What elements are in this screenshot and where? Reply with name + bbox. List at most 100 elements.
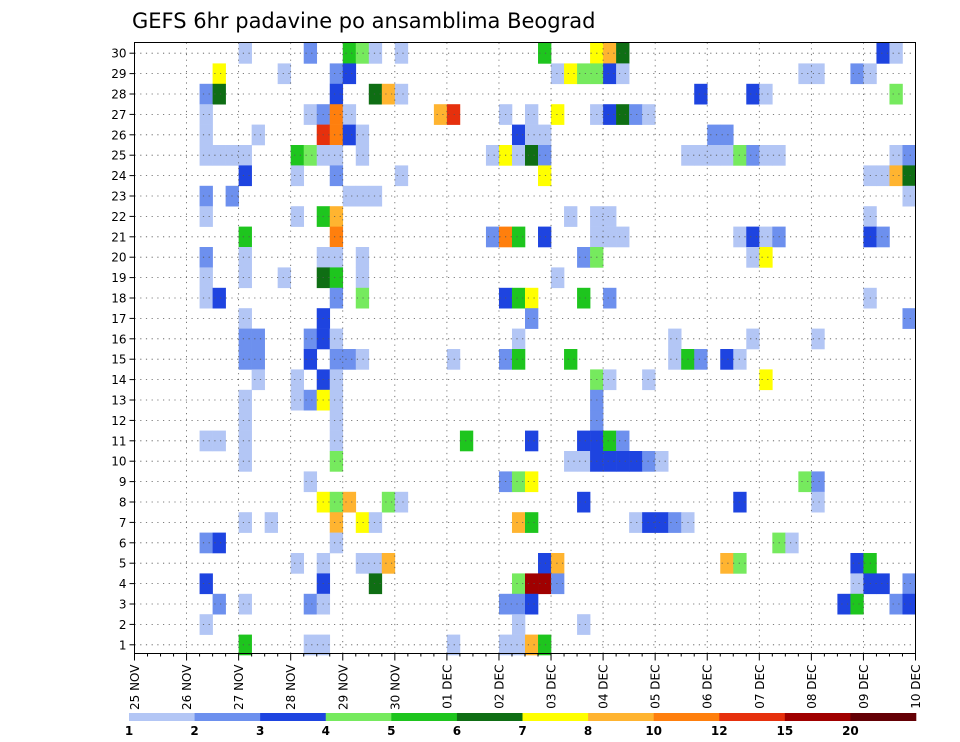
heatmap-cell: [511, 512, 526, 533]
heatmap-cell: [525, 593, 539, 615]
heatmap-cell: [290, 389, 305, 411]
heatmap-cell: [668, 512, 682, 533]
colorbar: 1 2 3 4 5 6 7 8 10 12 15 20: [125, 713, 917, 738]
heatmap-cell: [551, 267, 565, 289]
x-tick-label: 05 DEC: [649, 665, 663, 709]
heatmap-cell: [720, 145, 734, 166]
heatmap-cell: [329, 491, 344, 513]
y-tick-label: 29: [111, 67, 126, 81]
heatmap-cell: [759, 247, 773, 268]
heatmap-cell: [329, 512, 344, 533]
heatmap-cell: [603, 226, 617, 248]
heatmap-cell: [668, 328, 682, 350]
colorbar-swatch: [194, 713, 261, 721]
x-tick-label: 07 DEC: [753, 665, 767, 709]
heatmap-cell: [212, 287, 226, 309]
heatmap-cell: [538, 634, 552, 656]
heatmap-cell: [616, 104, 630, 125]
heatmap-cell: [303, 145, 318, 166]
heatmap-cell: [525, 430, 539, 452]
heatmap-cell: [759, 83, 773, 105]
heatmap-cell: [342, 43, 357, 64]
heatmap-cell: [538, 43, 552, 64]
heatmap-cell: [329, 369, 344, 391]
heatmap-cell: [329, 206, 344, 227]
heatmap-cell: [511, 471, 526, 493]
heatmap-cell: [199, 145, 213, 166]
heatmap-cell: [303, 43, 318, 64]
colorbar-swatch: [522, 713, 589, 721]
heatmap-cell: [394, 43, 409, 64]
heatmap-cell: [511, 593, 526, 615]
colorbar-swatch: [456, 713, 523, 721]
heatmap-cell: [329, 287, 344, 309]
heatmap-cell: [368, 43, 383, 64]
heatmap-cell: [329, 104, 344, 125]
colorbar-label: 8: [584, 724, 592, 738]
heatmap-cell: [251, 349, 265, 370]
heatmap-cell: [616, 63, 630, 85]
heatmap-cell: [733, 553, 747, 574]
y-tick-label: 25: [111, 149, 126, 163]
y-tick-label: 12: [111, 414, 126, 428]
x-tick-label: 02 DEC: [492, 665, 506, 709]
heatmap-cell: [446, 349, 461, 370]
heatmap-cell: [277, 267, 291, 289]
heatmap-cell: [733, 491, 747, 513]
heatmap-cell: [329, 124, 344, 146]
x-tick-label: 27 NOV: [232, 664, 246, 710]
heatmap-cell: [355, 185, 370, 207]
heatmap-cell: [238, 247, 252, 268]
heatmap-cell: [511, 328, 526, 350]
heatmap-cell: [564, 349, 578, 370]
heatmap-cell: [238, 267, 252, 289]
heatmap-cell: [381, 83, 396, 105]
heatmap-cell: [694, 145, 708, 166]
grid-lines: [134, 42, 916, 654]
heatmap-cell: [511, 124, 526, 146]
heatmap-cell: [746, 247, 760, 268]
heatmap-cell: [746, 145, 760, 166]
heatmap-cell: [759, 369, 773, 391]
y-tick-label: 17: [111, 312, 126, 326]
x-tick-label: 06 DEC: [701, 665, 715, 709]
heatmap-cell: [355, 349, 370, 370]
y-tick-label: 26: [111, 128, 126, 142]
heatmap-cell: [394, 165, 409, 187]
heatmap-cell: [538, 145, 552, 166]
heatmap-cell: [277, 63, 291, 85]
heatmap-cell: [329, 389, 344, 411]
heatmap-cell: [303, 389, 318, 411]
heatmap-cell: [876, 226, 890, 248]
heatmap-cell: [238, 593, 252, 615]
heatmap-cell: [394, 83, 409, 105]
heatmap-cell: [303, 349, 318, 370]
y-axis: 1234567891011121314151617181920212223242…: [111, 47, 135, 652]
heatmap-cell: [811, 471, 825, 493]
heatmap-cell: [629, 104, 643, 125]
heatmap-cell: [577, 491, 591, 513]
heatmap-cell: [889, 83, 903, 105]
colorbar-label: 12: [711, 724, 728, 738]
heatmap-cell: [368, 553, 383, 574]
y-tick-label: 30: [111, 47, 126, 61]
colorbar-swatch: [850, 713, 917, 721]
y-tick-label: 28: [111, 88, 126, 102]
colorbar-label: 4: [322, 724, 330, 738]
heatmap-cell: [446, 634, 461, 656]
heatmap-cell: [511, 634, 526, 656]
heatmap-cell: [525, 573, 539, 595]
heatmap-cell: [511, 145, 526, 166]
heatmap-cell: [212, 145, 226, 166]
heatmap-cell: [525, 104, 539, 125]
heatmap-cell: [199, 614, 213, 635]
colorbar-label: 1: [125, 724, 133, 738]
heatmap-cell: [329, 532, 344, 554]
heatmap-cell: [603, 451, 617, 472]
heatmap-cell: [303, 471, 318, 493]
heatmap-cell: [616, 430, 630, 452]
heatmap-cell: [485, 226, 500, 248]
heatmap-cell: [459, 430, 474, 452]
y-tick-label: 20: [111, 251, 126, 265]
heatmap-cell: [329, 165, 344, 187]
